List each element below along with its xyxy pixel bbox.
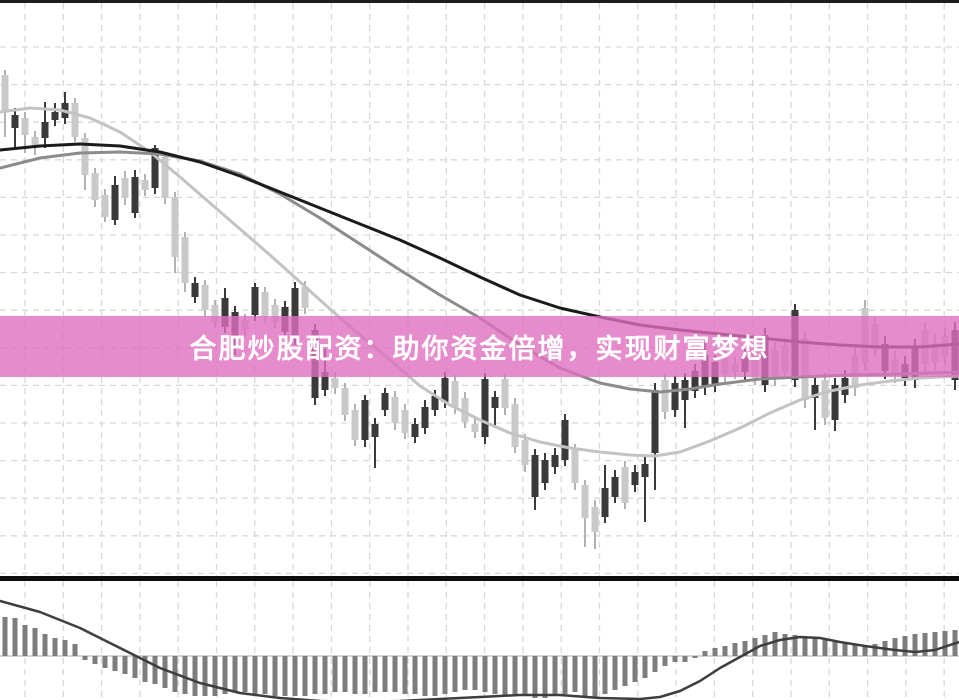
macd-histogram <box>2 617 958 698</box>
grid-horizontal-lines <box>0 46 959 575</box>
promo-banner: 合肥炒股配资：助你资金倍增，实现财富梦想 <box>0 316 959 377</box>
ma-fast-line <box>0 106 959 458</box>
candlestick-series <box>1 70 959 549</box>
panel-divider-line <box>0 576 959 581</box>
macd-signal-line <box>0 599 959 700</box>
top-border-line <box>0 0 959 3</box>
promo-banner-text: 合肥炒股配资：助你资金倍增，实现财富梦想 <box>189 334 770 365</box>
